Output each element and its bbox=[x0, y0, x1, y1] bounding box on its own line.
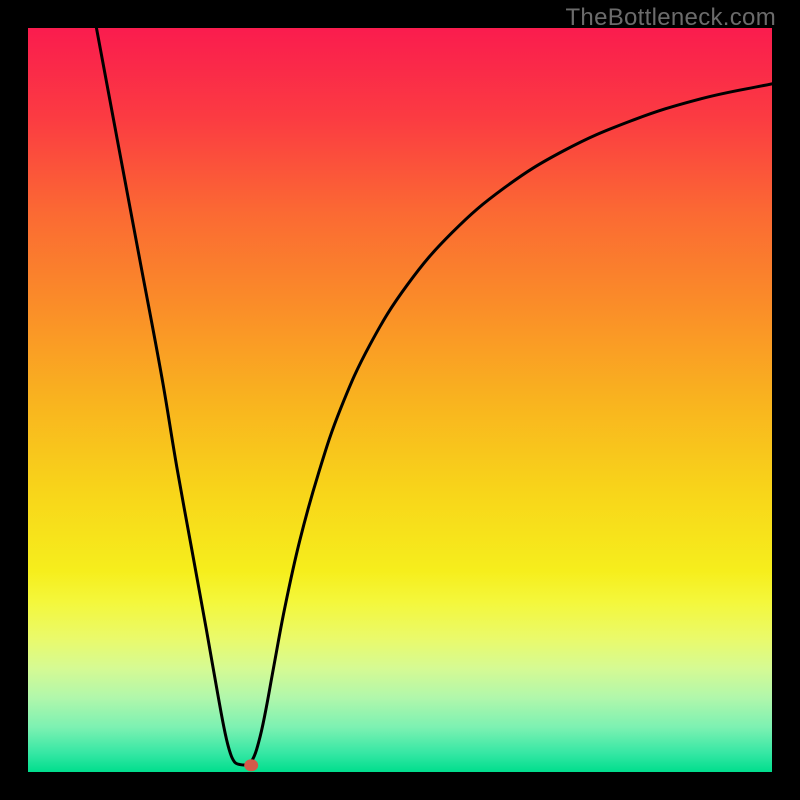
optimal-point-marker bbox=[244, 759, 258, 771]
watermark-text: TheBottleneck.com bbox=[565, 4, 776, 32]
bottleneck-chart bbox=[0, 0, 800, 800]
chart-container: TheBottleneck.com bbox=[0, 0, 800, 800]
plot-background bbox=[28, 28, 772, 772]
